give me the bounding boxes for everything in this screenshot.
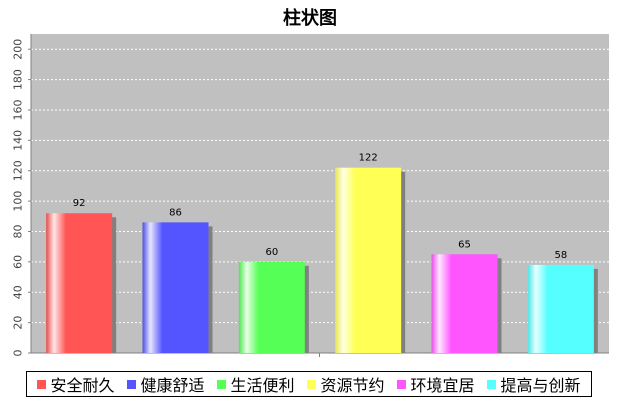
legend-label: 环境宜居 [410,376,475,395]
y-tick-label: 40 [12,285,25,299]
y-tick-label: 120 [12,160,25,181]
chart-title: 柱状图 [283,8,337,29]
legend-item: 资源节约 [307,372,385,396]
legend-label: 资源节约 [320,376,385,395]
legend-label: 提高与创新 [500,376,581,395]
data-label: 58 [554,250,567,261]
bar-chart: 0 20 40 60 80 100 120 140 160 180 200 92 86 60 122 65 58 [12,34,609,357]
y-tick-label: 100 [12,191,25,212]
bar-环境宜居 [431,254,498,353]
y-tick-label: 200 [12,39,25,60]
y-axis: 0 20 40 60 80 100 120 140 160 180 200 [12,34,609,357]
data-label: 86 [169,207,182,218]
bar-安全耐久 [46,213,113,353]
legend-item: 生活便利 [217,372,295,396]
legend-swatch [37,379,47,389]
data-label: 60 [265,247,278,258]
data-label: 92 [73,198,86,209]
y-tick-label: 0 [12,350,25,357]
y-tick-label: 140 [12,130,25,151]
legend-item: 提高与创新 [487,372,581,396]
bars: 92 86 60 122 65 58 [46,153,598,353]
legend-item: 安全耐久 [37,372,115,396]
legend-item: 环境宜居 [397,372,475,396]
legend-swatch [217,379,227,389]
legend-label: 健康舒适 [140,376,205,395]
legend-item: 健康舒适 [127,372,205,396]
legend-swatch [307,379,317,389]
bar-资源节约 [335,167,402,353]
data-label: 65 [458,239,471,250]
legend-label: 安全耐久 [50,376,115,395]
legend: 安全耐久 健康舒适 生活便利 资源节约 环境宜居 提高与创新 [26,371,592,397]
legend-swatch [397,379,407,389]
bar-生活便利 [238,261,305,353]
legend-label: 生活便利 [230,376,295,395]
y-tick-label: 80 [12,224,25,238]
y-tick-label: 60 [12,255,25,269]
y-tick-label: 180 [12,69,25,90]
y-tick-label: 20 [12,316,25,330]
bar-提高与创新 [527,264,594,353]
legend-swatch [127,379,137,389]
bar-健康舒适 [142,222,209,353]
plot-area [31,34,609,353]
y-tick-label: 160 [12,99,25,120]
data-label: 122 [359,153,378,164]
legend-swatch [487,379,497,389]
